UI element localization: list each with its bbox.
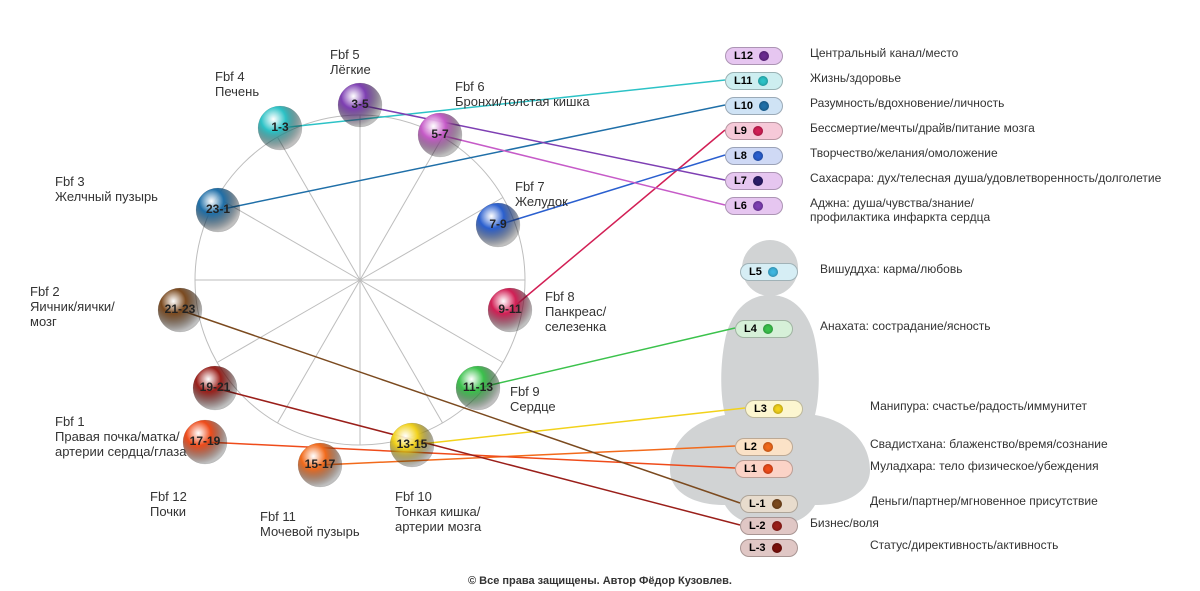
sphere-text-fbf9: 11-13: [463, 380, 493, 394]
legend-badge-L1: L1: [735, 460, 793, 478]
legend-badge-L3: L3: [745, 400, 803, 418]
sphere-text-fbf7: 7-9: [489, 217, 507, 231]
sphere-text-fbf1: 17-19: [190, 434, 221, 448]
legend-text-L-3: Статус/директивность/активность: [870, 539, 1058, 553]
legend-text-L11: Жизнь/здоровье: [810, 72, 901, 86]
legend-text-L12: Центральный канал/место: [810, 47, 958, 61]
sphere-text-fbf6: 5-7: [431, 127, 449, 141]
legend-text-L-2: Бизнес/воля: [810, 517, 879, 531]
sphere-text-fbf12: 19-21: [200, 380, 231, 394]
node-title-fbf2: Fbf 2 Яичник/яички/ мозг: [30, 285, 115, 330]
legend-badge-L12: L12: [725, 47, 783, 65]
sphere-text-fbf2: 21-23: [165, 302, 196, 316]
node-title-fbf4: Fbf 4 Печень: [215, 70, 259, 100]
node-title-fbf11: Fbf 11 Мочевой пузырь: [260, 510, 360, 540]
legend-badge-L-1: L-1: [740, 495, 798, 513]
legend-badge-L8: L8: [725, 147, 783, 165]
legend-text-L-1: Деньги/партнер/мгновенное присутствие: [870, 495, 1098, 509]
node-title-fbf9: Fbf 9 Сердце: [510, 385, 556, 415]
legend-badge-L-2: L-2: [740, 517, 798, 535]
legend-text-L3: Манипура: счастье/радость/иммунитет: [870, 400, 1087, 414]
legend-text-L8: Творчество/желания/омоложение: [810, 147, 998, 161]
legend-text-L4: Анахата: сострадание/ясность: [820, 320, 991, 334]
node-title-fbf10: Fbf 10 Тонкая кишка/ артерии мозга: [395, 490, 481, 535]
legend-badge-L4: L4: [735, 320, 793, 338]
legend-text-L6: Аджна: душа/чувства/знание/ профилактика…: [810, 197, 990, 225]
node-title-fbf7: Fbf 7 Желудок: [515, 180, 568, 210]
legend-badge-L10: L10: [725, 97, 783, 115]
legend-text-L10: Разумность/вдохновение/личность: [810, 97, 1004, 111]
legend-badge-L-3: L-3: [740, 539, 798, 557]
legend-text-L1: Муладхара: тело физическое/убеждения: [870, 460, 1099, 474]
legend-badge-L6: L6: [725, 197, 783, 215]
legend-text-L2: Свадистхана: блаженство/время/сознание: [870, 438, 1108, 452]
sphere-text-fbf3: 23-1: [206, 202, 230, 216]
legend-badge-L2: L2: [735, 438, 793, 456]
legend-badge-L9: L9: [725, 122, 783, 140]
sphere-text-fbf5: 3-5: [351, 97, 369, 111]
legend-badge-L5: L5: [740, 263, 798, 281]
sphere-text-fbf10: 13-15: [397, 437, 428, 451]
legend-badge-L11: L11: [725, 72, 783, 90]
sphere-text-fbf4: 1-3: [271, 120, 289, 134]
legend-text-L9: Бессмертие/мечты/драйв/питание мозга: [810, 122, 1035, 136]
node-title-fbf12: Fbf 12 Почки: [150, 490, 187, 520]
legend-text-L7: Сахасрара: дух/телесная душа/удовлетворе…: [810, 172, 1161, 186]
legend-text-L5: Вишуддха: карма/любовь: [820, 263, 962, 277]
node-title-fbf3: Fbf 3 Желчный пузырь: [55, 175, 158, 205]
diagram-stage: 17-19 21-23 23-1 1-3 3-5 5-7 7-9 9-11 11-13 13-15…: [0, 0, 1200, 591]
sphere-text-fbf11: 15-17: [305, 457, 336, 471]
node-title-fbf5: Fbf 5 Лёгкие: [330, 48, 371, 78]
sphere-text-fbf8: 9-11: [498, 302, 522, 316]
legend-badge-L7: L7: [725, 172, 783, 190]
footer-text: © Все права защищены. Автор Фёдор Кузовл…: [0, 575, 1200, 587]
node-title-fbf1: Fbf 1 Правая почка/матка/ артерии сердца…: [55, 415, 186, 460]
node-title-fbf8: Fbf 8 Панкреас/ селезенка: [545, 290, 606, 335]
node-title-fbf6: Fbf 6 Бронхи/толстая кишка: [455, 80, 590, 110]
